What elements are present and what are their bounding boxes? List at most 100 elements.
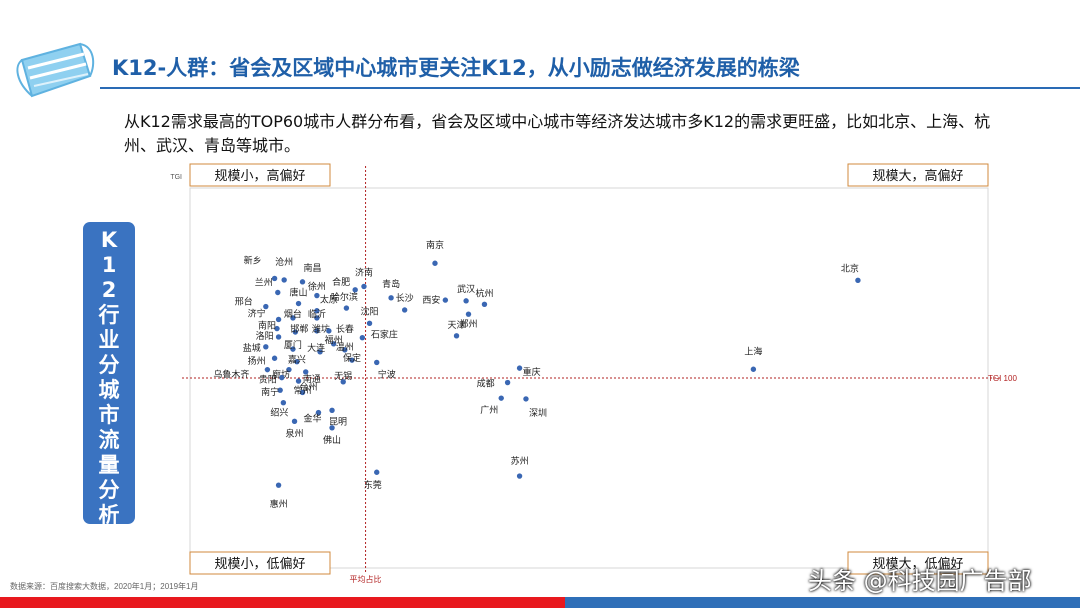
data-point-label: 兰州 [255, 277, 273, 289]
data-point [314, 308, 320, 314]
side-label-char: 分 [98, 478, 120, 502]
data-point [750, 366, 757, 372]
data-point-label: 南阳 [258, 320, 276, 332]
data-point-label: 佛山 [323, 434, 341, 446]
data-point [361, 283, 367, 290]
quadrant-bottom-left-box [189, 551, 331, 575]
data-point-label: 温州 [336, 342, 354, 353]
data-point [295, 378, 302, 384]
data-point [366, 320, 373, 326]
data-point-label: 泉州 [286, 427, 304, 439]
data-point-label: 郑州 [459, 318, 477, 330]
data-point-label: 贵阳 [259, 374, 277, 386]
side-label-char: 流 [98, 428, 120, 452]
data-point [314, 292, 320, 299]
data-point [279, 374, 285, 381]
page-subtitle: 从K12需求最高的TOP60城市人群分布看，省会及区域中心城市等经济发达城市多K… [124, 112, 991, 155]
data-point [314, 315, 320, 321]
data-point [523, 396, 529, 402]
data-point-label: 重庆 [523, 366, 541, 378]
data-point [281, 277, 287, 283]
data-point-label: 金华 [303, 413, 321, 425]
data-point-label: 南昌 [304, 262, 322, 274]
data-point [326, 328, 332, 334]
quadrant-bottom-left-label: 规模小，低偏好 [214, 557, 305, 572]
data-point [315, 409, 322, 416]
data-point [374, 469, 380, 475]
side-label-char: 1 [101, 253, 117, 277]
data-point [275, 289, 281, 296]
data-point-label: 唐山 [290, 287, 308, 299]
data-point-label: 沈阳 [361, 305, 379, 317]
data-point [291, 418, 298, 425]
mask-logo-icon [16, 42, 95, 98]
data-point-label: 常州 [294, 384, 312, 396]
data-point [275, 334, 282, 340]
quadrant-top-left-box [189, 163, 331, 187]
y-axis-label: TGI [170, 174, 182, 181]
data-point-label: 太原 [320, 294, 338, 306]
data-point [314, 328, 320, 334]
quadrant-top-left-label: 规模小，高偏好 [214, 168, 305, 184]
data-point [340, 379, 346, 385]
data-point-label: 宁波 [378, 368, 396, 380]
data-point [359, 335, 366, 341]
side-label-char: 分 [98, 353, 120, 377]
data-point-label: 新乡 [244, 254, 262, 266]
data-point-label: 邯郸 [290, 323, 308, 335]
data-point-label: 嘉兴 [288, 354, 306, 366]
data-point [330, 341, 337, 347]
data-point [504, 379, 511, 386]
data-point-label: 青岛 [382, 278, 400, 290]
side-label-char: 行 [98, 303, 120, 327]
data-point [290, 315, 296, 321]
data-point-label: 保定 [343, 352, 361, 364]
data-point-label: 廊坊 [272, 369, 290, 381]
data-point-label: 惠州 [270, 498, 288, 510]
data-point-label: 临沂 [308, 308, 326, 320]
data-point-label: 潍坊 [312, 323, 330, 335]
data-point [343, 305, 350, 311]
data-point [481, 301, 488, 307]
quadrant-bottom-right-box [847, 551, 989, 575]
data-point-label: 西安 [422, 294, 440, 306]
data-point-label: 烟台 [284, 308, 302, 320]
data-point [401, 307, 408, 313]
data-point-label: 无锡 [334, 371, 352, 382]
data-point-label: 广州 [480, 404, 498, 416]
data-point-label: 绍兴 [270, 407, 288, 419]
data-point-label: 大连 [307, 342, 325, 354]
data-point [374, 359, 380, 366]
data-point-label: 沧州 [275, 256, 293, 268]
quadrant-top-right-label: 规模大，高偏好 [872, 168, 963, 184]
data-point-label: 杭州 [475, 287, 493, 299]
side-label-char: 量 [98, 453, 120, 477]
data-point [329, 407, 335, 413]
watermark: 头条 @科技园广告部 [808, 567, 1032, 595]
data-point-label: 南京 [426, 239, 444, 251]
data-point-label: 厦门 [284, 339, 302, 351]
data-point-label: 天津 [448, 320, 466, 331]
data-point-label: 东莞 [364, 479, 382, 491]
data-point-label: 盐城 [243, 342, 261, 354]
data-point [292, 329, 299, 335]
data-point-label: 徐州 [308, 281, 326, 293]
footer-bar-blue [565, 597, 1080, 608]
side-label-char: 2 [101, 278, 117, 302]
data-point [432, 260, 438, 266]
data-point [274, 325, 280, 332]
data-point [271, 275, 278, 282]
data-point [352, 287, 358, 293]
data-point [516, 365, 523, 371]
data-point [295, 300, 302, 307]
data-point [442, 297, 449, 303]
data-point-label: 合肥 [332, 276, 350, 288]
side-label-char: 城 [98, 378, 120, 402]
data-point [498, 395, 504, 401]
title-divider [100, 87, 1080, 89]
data-point-label: 深圳 [529, 408, 547, 419]
data-point [263, 344, 269, 350]
data-point-label: 昆明 [329, 416, 347, 427]
data-point-label: 济南 [355, 266, 373, 278]
